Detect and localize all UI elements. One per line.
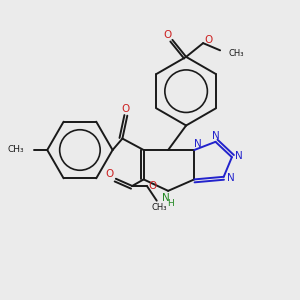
Text: O: O [122,104,130,114]
Text: CH₃: CH₃ [152,203,167,212]
Text: N: N [227,173,235,183]
Text: O: O [205,35,213,45]
Text: N: N [235,151,243,160]
Text: H: H [167,199,174,208]
Text: N: N [162,193,170,203]
Text: O: O [106,169,114,179]
Text: N: N [194,139,202,149]
Text: CH₃: CH₃ [228,49,244,58]
Text: O: O [164,30,172,40]
Text: O: O [149,181,157,191]
Text: CH₃: CH₃ [7,146,24,154]
Text: N: N [212,131,219,141]
